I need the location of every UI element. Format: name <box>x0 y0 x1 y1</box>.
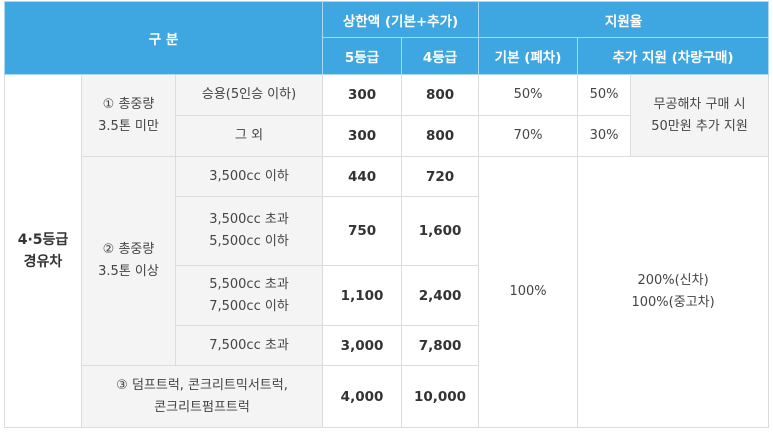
grade5-limit: 3,000 <box>322 325 403 366</box>
additional-rate-rest: 200%(신차) 100%(중고차) <box>577 156 770 428</box>
grade5-limit: 440 <box>322 156 403 197</box>
header-limit: 상한액 (기본+추가) <box>322 1 480 38</box>
vehicle-type-cell: 그 외 <box>174 115 324 157</box>
basic-rate: 50% <box>478 74 579 116</box>
grade5-limit: 300 <box>322 74 403 116</box>
group1-label: ① 총중량 3.5톤 미만 <box>81 74 176 157</box>
basic-rate-rest: 100% <box>478 156 579 428</box>
header-grade5: 5등급 <box>322 37 403 75</box>
vehicle-type-cell: 3,500cc 초과 5,500cc 이하 <box>174 196 324 266</box>
grade4-limit: 7,800 <box>401 325 480 366</box>
additional-note: 무공해차 구매 시 50만원 추가 지원 <box>630 74 770 157</box>
additional-rate: 30% <box>577 115 632 157</box>
group2-label: ② 총중량 3.5톤 이상 <box>81 156 176 366</box>
additional-rate: 50% <box>577 74 632 116</box>
vehicle-type-cell: 3,500cc 이하 <box>174 156 324 197</box>
header-category: 구 분 <box>3 1 324 75</box>
grade4-limit: 2,400 <box>401 265 480 326</box>
grade5-limit: 1,100 <box>322 265 403 326</box>
grade4-limit: 720 <box>401 156 480 197</box>
basic-rate: 70% <box>478 115 579 157</box>
header-support-rate: 지원율 <box>478 1 770 38</box>
group3-label: ③ 덤프트럭, 콘크리트믹서트럭, 콘크리트펌프트럭 <box>80 365 324 428</box>
header-additional: 추가 지원 (차량구매) <box>577 37 770 75</box>
grade4-limit: 1,600 <box>401 196 480 266</box>
category-label: 4·5등급 경유차 <box>4 74 82 428</box>
grade5-limit: 750 <box>322 196 403 266</box>
vehicle-type-cell: 7,500cc 초과 <box>174 325 324 366</box>
subsidy-table: 구 분 상한액 (기본+추가) 지원율 5등급 4등급 기본 (폐차) 추가 지… <box>3 1 770 428</box>
grade5-limit: 4,000 <box>322 365 403 428</box>
vehicle-type-cell: 승용(5인승 이하) <box>174 74 324 116</box>
header-grade4: 4등급 <box>401 37 480 75</box>
grade4-limit: 800 <box>401 115 480 157</box>
vehicle-type-cell: 5,500cc 초과 7,500cc 이하 <box>174 265 324 326</box>
grade5-limit: 300 <box>322 115 403 157</box>
grade4-limit: 800 <box>401 74 480 116</box>
header-basic: 기본 (폐차) <box>478 37 579 75</box>
grade4-limit: 10,000 <box>401 365 480 428</box>
